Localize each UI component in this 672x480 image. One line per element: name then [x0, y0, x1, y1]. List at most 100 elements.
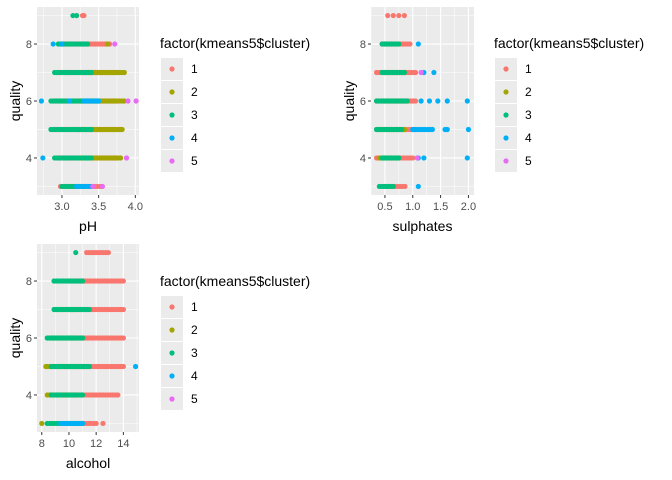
- legend-label: 1: [191, 300, 198, 314]
- legend-label: 3: [191, 108, 198, 122]
- x-tick-label: 2.0: [461, 201, 476, 213]
- legend-label: 1: [525, 62, 532, 76]
- point-cluster-3: [85, 41, 91, 47]
- x-tick-label: 8: [39, 438, 45, 450]
- legend-key-dot: [503, 112, 509, 118]
- point-cluster-5: [99, 183, 105, 190]
- point-cluster-1: [115, 392, 121, 398]
- legend-label: 5: [191, 154, 198, 168]
- legend-key-dot: [169, 327, 175, 333]
- point-cluster-5: [418, 69, 424, 76]
- y-tick-label: 4: [26, 390, 32, 402]
- point-cluster-4: [415, 41, 421, 47]
- point-cluster-4: [429, 126, 435, 133]
- legend-key-dot: [169, 158, 175, 164]
- scatter-panel-1: 4 6 8 3.0 3.5 4.0 pH quality factor(kmeans5$clus…: [7, 7, 310, 234]
- legend-label: 2: [191, 323, 198, 337]
- scatter-panel-2: 4 6 8 0.5 1.0 1.5 2.0 sulphates quality factor(km…: [341, 7, 644, 234]
- point-cluster-1: [105, 249, 111, 256]
- x-axis-title: sulphates: [393, 218, 453, 234]
- point-cluster-4: [50, 41, 56, 47]
- point-cluster-1: [401, 12, 408, 19]
- point-cluster-1: [412, 69, 419, 76]
- point-cluster-3: [396, 155, 402, 161]
- x-tick-label: 4.0: [128, 201, 143, 213]
- point-cluster-4: [431, 69, 437, 76]
- legend-key-dot: [503, 66, 509, 72]
- legend-key-dot: [503, 135, 509, 141]
- legend-key-dot: [169, 112, 175, 118]
- point-cluster-3: [79, 278, 86, 284]
- point-cluster-4: [421, 155, 427, 161]
- point-cluster-1: [402, 183, 408, 190]
- point-cluster-4: [66, 98, 72, 104]
- point-cluster-1: [385, 12, 391, 19]
- point-cluster-2: [39, 420, 45, 427]
- y-tick-label: 6: [26, 96, 32, 108]
- x-tick-label: 0.5: [377, 201, 392, 213]
- point-cluster-4: [79, 420, 86, 427]
- legend-label: 4: [191, 131, 198, 145]
- point-cluster-3: [396, 41, 402, 47]
- point-cluster-1: [120, 335, 126, 341]
- point-cluster-4: [426, 98, 433, 104]
- x-tick-label: 3.5: [91, 201, 106, 213]
- point-cluster-1: [81, 12, 87, 19]
- x-tick-label: 12: [90, 438, 102, 450]
- point-cluster-3: [88, 155, 94, 161]
- point-cluster-3: [390, 183, 396, 190]
- point-cluster-4: [96, 98, 102, 104]
- point-cluster-2: [119, 126, 125, 133]
- point-cluster-5: [133, 98, 139, 104]
- point-cluster-4: [444, 126, 450, 133]
- legend-key-dot: [169, 396, 175, 402]
- legend-label: 5: [191, 392, 198, 406]
- legend-label: 2: [525, 85, 532, 99]
- x-tick-label: 14: [117, 438, 129, 450]
- legend-label: 3: [525, 108, 532, 122]
- legend-key-dot: [169, 89, 175, 95]
- point-cluster-1: [407, 41, 413, 47]
- point-cluster-3: [70, 12, 76, 19]
- legend-label: 4: [191, 369, 198, 383]
- legend-key-dot: [169, 373, 175, 379]
- y-axis-title: quality: [341, 81, 357, 121]
- legend-label: 1: [191, 62, 198, 76]
- point-cluster-4: [133, 363, 139, 370]
- point-cluster-1: [120, 278, 126, 284]
- point-cluster-1: [412, 98, 419, 104]
- y-axis-title: quality: [7, 318, 23, 358]
- point-cluster-3: [74, 12, 80, 19]
- data-points: [39, 249, 139, 427]
- point-cluster-3: [399, 126, 405, 133]
- point-cluster-2: [118, 155, 124, 161]
- legend-key-dot: [503, 158, 509, 164]
- legend: factor(kmeans5$cluster) 1 2 3 4 5: [494, 35, 644, 172]
- point-cluster-4: [464, 98, 470, 104]
- point-cluster-3: [73, 249, 79, 256]
- point-cluster-3: [86, 363, 92, 370]
- point-cluster-5: [125, 98, 131, 104]
- legend-key-dot: [169, 135, 175, 141]
- legend-title: factor(kmeans5$cluster): [160, 273, 310, 289]
- point-cluster-2: [121, 98, 127, 104]
- legend-label: 2: [191, 85, 198, 99]
- point-cluster-3: [404, 98, 410, 104]
- point-cluster-4: [418, 98, 424, 104]
- point-cluster-4: [435, 98, 441, 104]
- x-tick-label: 1.5: [433, 201, 448, 213]
- point-cluster-3: [401, 69, 408, 76]
- point-cluster-2: [104, 41, 111, 47]
- point-cluster-5: [123, 155, 130, 161]
- point-cluster-3: [86, 306, 92, 313]
- point-cluster-2: [109, 155, 115, 161]
- point-cluster-3: [79, 335, 86, 341]
- legend-key-dot: [169, 304, 175, 310]
- y-tick-label: 8: [26, 39, 32, 51]
- point-cluster-1: [120, 306, 126, 313]
- point-cluster-4: [464, 155, 470, 161]
- y-tick-label: 8: [26, 276, 32, 288]
- x-tick-label: 1.0: [405, 201, 420, 213]
- legend-title: factor(kmeans5$cluster): [494, 35, 644, 51]
- point-cluster-4: [415, 183, 421, 190]
